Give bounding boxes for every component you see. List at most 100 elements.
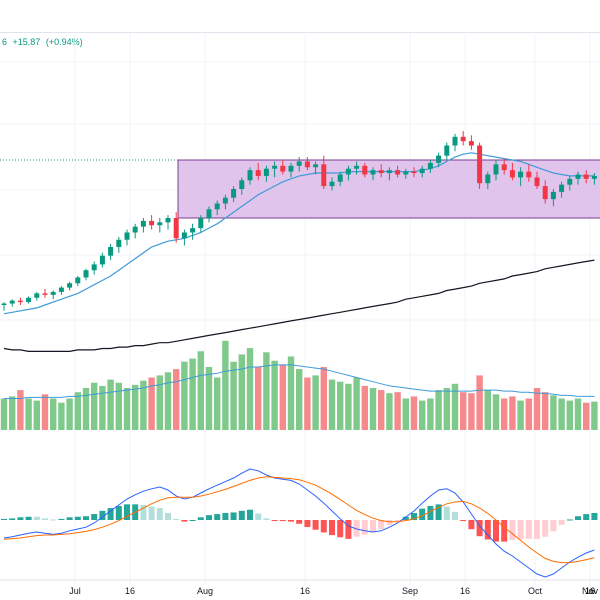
candle-body [1,303,7,305]
candle [34,291,40,301]
candle [485,171,491,189]
candle [518,167,524,187]
macd-histogram-bar [42,518,48,520]
macd-histogram-bar [279,520,286,522]
candle-body [583,174,589,179]
candle-body [214,203,220,210]
volume-bar [542,392,549,430]
candle [42,289,48,298]
candle-body [239,180,245,189]
macd-histogram-bar [411,512,417,520]
candle-body [222,197,228,204]
volume-bar [451,383,459,430]
volume-bar [492,394,500,430]
volume-bar [287,356,295,430]
candle [83,268,89,281]
candle [50,290,56,300]
macd-histogram-bar [583,514,590,520]
macd-histogram-bar [17,517,24,520]
macd-histogram-bar [50,519,57,521]
volume-bar [484,390,491,430]
candle [493,160,499,181]
macd-histogram-bar [181,520,188,522]
volume-bar [173,369,180,430]
candle [198,215,204,233]
price-change: +15.87 [12,37,41,47]
volume-bar [591,401,598,430]
macd-histogram-bar [361,520,368,535]
candle [288,162,294,178]
candle-body [149,220,155,226]
candle-body [313,164,319,168]
volume-bar [337,381,344,430]
macd-histogram-bar [140,504,147,520]
volume-bar [583,402,590,430]
macd-histogram-bar [9,518,16,520]
macd-histogram-bar [443,506,450,520]
macd-histogram-bar [476,520,483,537]
volume-bar [181,361,188,430]
macd-histogram-bar [197,517,204,520]
volume-bar [25,398,32,430]
moving-average-fast [3,152,595,315]
macd-histogram-bar [238,510,245,520]
macd-histogram-bar [83,516,89,520]
candle [190,223,196,240]
candle-body [124,232,130,240]
candle-body [132,226,138,233]
macd-histogram-bar [304,520,311,528]
volume-bar [41,394,49,430]
macd-histogram-bar [534,520,540,539]
candle-body [296,161,302,166]
volume-bar [82,388,90,430]
x-tick-label: Sep [402,586,418,596]
price-value: 6 [2,37,8,47]
macd-histogram-bar [288,520,294,522]
volume-bar [197,351,204,430]
candle-body [378,170,384,174]
macd-histogram-bar [33,516,40,520]
candle [362,162,368,178]
x-tick-label: 16 [125,586,135,596]
candle-body [190,228,196,233]
x-tick-label: Jul [69,586,81,596]
macd-histogram-bar [460,520,467,521]
candle-body [247,170,253,181]
volume-bar [386,393,393,430]
macd-line [3,468,595,578]
macd-pane [1,468,598,578]
macd-histogram-bar [320,520,327,533]
price-change-percent: (+0.94%) [45,37,83,47]
macd-histogram-bar [591,512,598,520]
candle [567,175,573,191]
volume-bar [427,398,434,430]
macd-histogram-bar [542,520,549,537]
volume-bar [66,398,73,430]
candle-body [411,171,417,174]
volume-bar [419,400,426,430]
candle [321,155,327,189]
volume-bar [361,385,368,430]
volume-bar [460,392,467,430]
volume-bar [345,383,352,430]
candle-body [34,293,40,298]
candle-body [304,161,310,168]
candle [272,161,278,178]
macd-histogram-bar [271,520,278,521]
macd-histogram-bar [386,520,393,525]
volume-bar [394,392,401,430]
candle [116,236,122,253]
candle [149,215,155,230]
volume-bar [0,398,8,430]
volume-bar [9,396,16,430]
volume-bar [296,369,303,430]
candle [17,297,23,305]
macd-histogram-bar [91,514,98,520]
candle [181,229,187,246]
volume-bar [214,377,221,430]
candle-body [329,181,335,187]
volume-bar [410,396,418,430]
candle-body [280,165,286,172]
candle [427,160,433,174]
